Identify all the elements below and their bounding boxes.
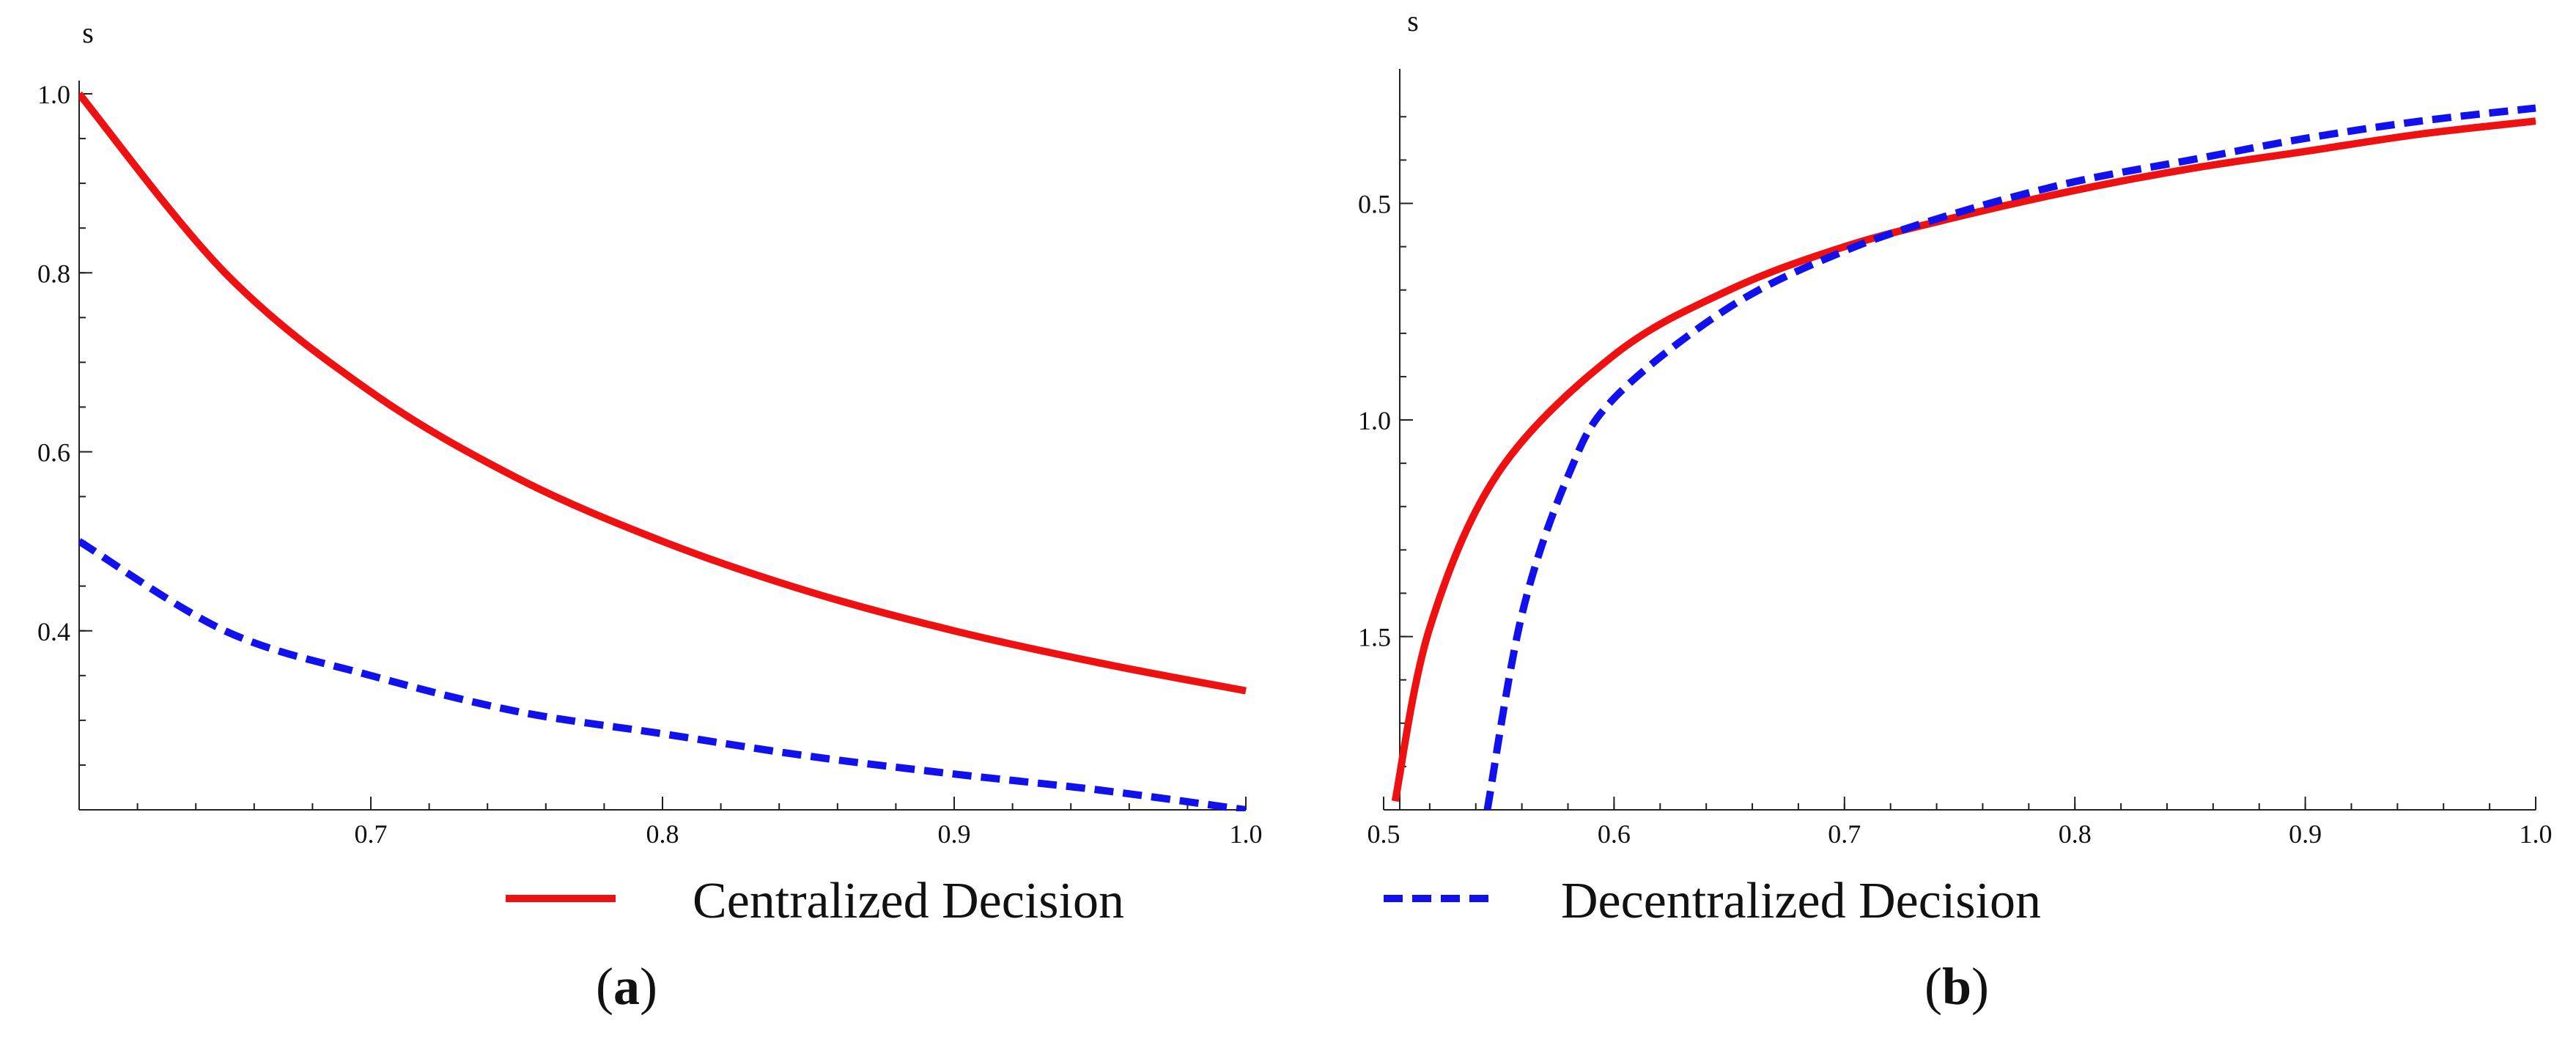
x-tick-label: 0.9 — [938, 819, 971, 849]
legend-label-decentralized: Decentralized Decision — [1561, 873, 2041, 929]
x-tick-label: 0.9 — [2289, 819, 2322, 849]
panel-b-chart: 0.5 0.6 0.7 0.8 0.9 1.0 0.5 1.0 1.5 s — [1358, 4, 2553, 849]
series-decentralized-line — [1483, 104, 2536, 811]
x-tick-label: 0.8 — [646, 819, 679, 849]
y-tick-label: 0.5 — [1358, 190, 1391, 219]
series-centralized-line — [79, 91, 1247, 695]
legend: Centralized Decision Decentralized Decis… — [506, 873, 2041, 929]
x-tick-label: 1.0 — [2520, 819, 2553, 849]
panel-label-b-letter: b — [1942, 957, 1971, 1016]
y-tick-label: 0.4 — [37, 617, 70, 646]
panel-label-a: (a) — [596, 957, 657, 1016]
panel-label-b: (b) — [1924, 957, 1989, 1016]
x-tick-label: 0.7 — [355, 819, 388, 849]
y-tick-label: 0.6 — [37, 438, 70, 468]
panel-label-a-letter: a — [613, 957, 640, 1016]
panel-label-b-open: ( — [1924, 957, 1942, 1016]
y-tick-label: 0.8 — [37, 259, 70, 288]
series-centralized-line — [1391, 117, 2536, 802]
panel-a-chart: 0.7 0.8 0.9 1.0 0.4 0.6 0.8 1.0 s — [37, 16, 1263, 849]
y-tick-label: 1.5 — [1358, 623, 1391, 652]
panel-label-a-close: ) — [640, 957, 657, 1016]
x-tick-label: 1.0 — [1230, 819, 1263, 849]
panel-label-b-close: ) — [1971, 957, 1989, 1016]
y-axis-label: s — [82, 16, 94, 49]
x-tick-label: 0.5 — [1368, 819, 1400, 849]
y-tick-label: 1.0 — [37, 80, 70, 109]
legend-label-centralized: Centralized Decision — [693, 873, 1124, 929]
series-decentralized-line — [79, 538, 1247, 811]
x-tick-label: 0.6 — [1598, 819, 1631, 849]
y-axis-label: s — [1407, 4, 1419, 37]
x-tick-label: 0.8 — [2059, 819, 2092, 849]
panel-label-a-open: ( — [596, 957, 613, 1016]
x-tick-label: 0.7 — [1828, 819, 1861, 849]
y-tick-label: 1.0 — [1358, 406, 1391, 435]
